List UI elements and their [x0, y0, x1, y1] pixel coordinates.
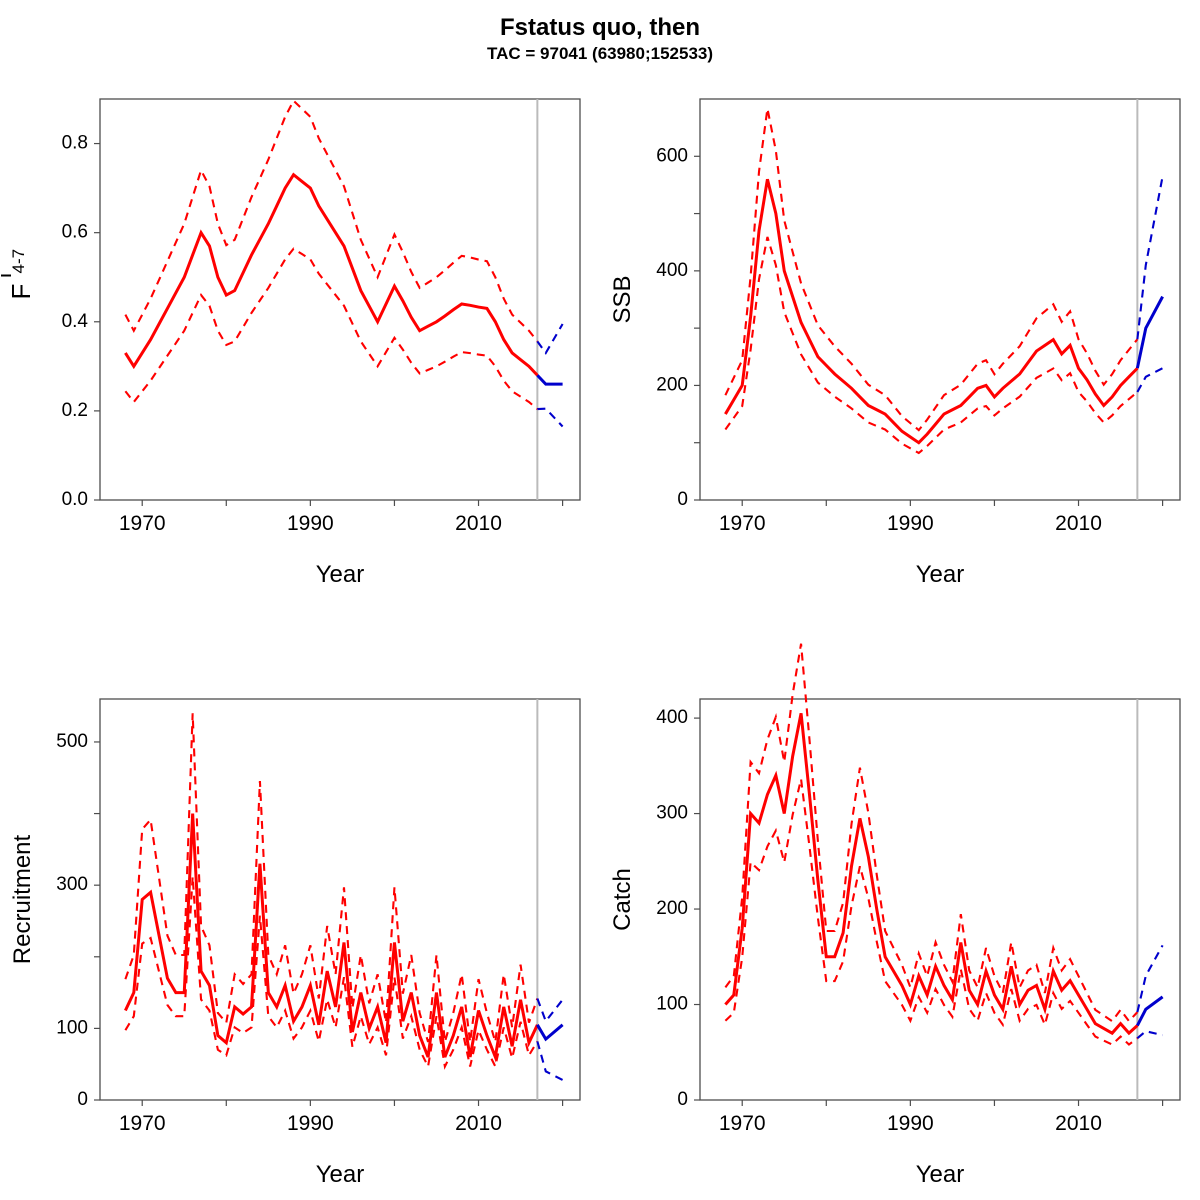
svg-text:1990: 1990	[887, 512, 934, 535]
svg-text:0.4: 0.4	[62, 311, 89, 332]
svg-text:1970: 1970	[119, 512, 166, 535]
svg-text:0: 0	[677, 489, 688, 510]
svg-text:2010: 2010	[455, 512, 502, 535]
svg-text:F: F	[6, 284, 36, 300]
svg-text:0.6: 0.6	[62, 222, 88, 243]
svg-text:500: 500	[56, 731, 88, 752]
svg-text:2010: 2010	[1055, 1112, 1102, 1135]
svg-text:0.0: 0.0	[62, 489, 88, 510]
svg-text:1970: 1970	[719, 512, 766, 535]
svg-text:100: 100	[56, 1017, 88, 1038]
svg-text:600: 600	[656, 145, 688, 166]
svg-text:Recruitment: Recruitment	[9, 834, 36, 964]
svg-text:Year: Year	[316, 1161, 365, 1188]
svg-text:1990: 1990	[887, 1112, 934, 1135]
svg-text:Year: Year	[916, 561, 965, 588]
svg-text:1990: 1990	[287, 1112, 334, 1135]
svg-text:200: 200	[656, 898, 688, 919]
svg-text:0: 0	[677, 1089, 688, 1110]
svg-text:0.2: 0.2	[62, 400, 88, 421]
svg-text:300: 300	[56, 874, 88, 895]
svg-text:Catch: Catch	[609, 868, 636, 931]
svg-text:200: 200	[656, 374, 688, 395]
svg-text:4-7: 4-7	[9, 249, 28, 274]
svg-text:1970: 1970	[119, 1112, 166, 1135]
svg-text:0.8: 0.8	[62, 133, 88, 154]
svg-text:0: 0	[77, 1089, 88, 1110]
svg-text:2010: 2010	[1055, 512, 1102, 535]
svg-text:300: 300	[656, 803, 688, 824]
svg-text:Year: Year	[316, 561, 365, 588]
svg-text:100: 100	[656, 994, 688, 1015]
svg-text:Year: Year	[916, 1161, 965, 1188]
svg-text:400: 400	[656, 707, 688, 728]
svg-text:400: 400	[656, 260, 688, 281]
svg-text:1990: 1990	[287, 512, 334, 535]
svg-text:SSB: SSB	[609, 275, 636, 323]
svg-text:1970: 1970	[719, 1112, 766, 1135]
svg-text:2010: 2010	[455, 1112, 502, 1135]
